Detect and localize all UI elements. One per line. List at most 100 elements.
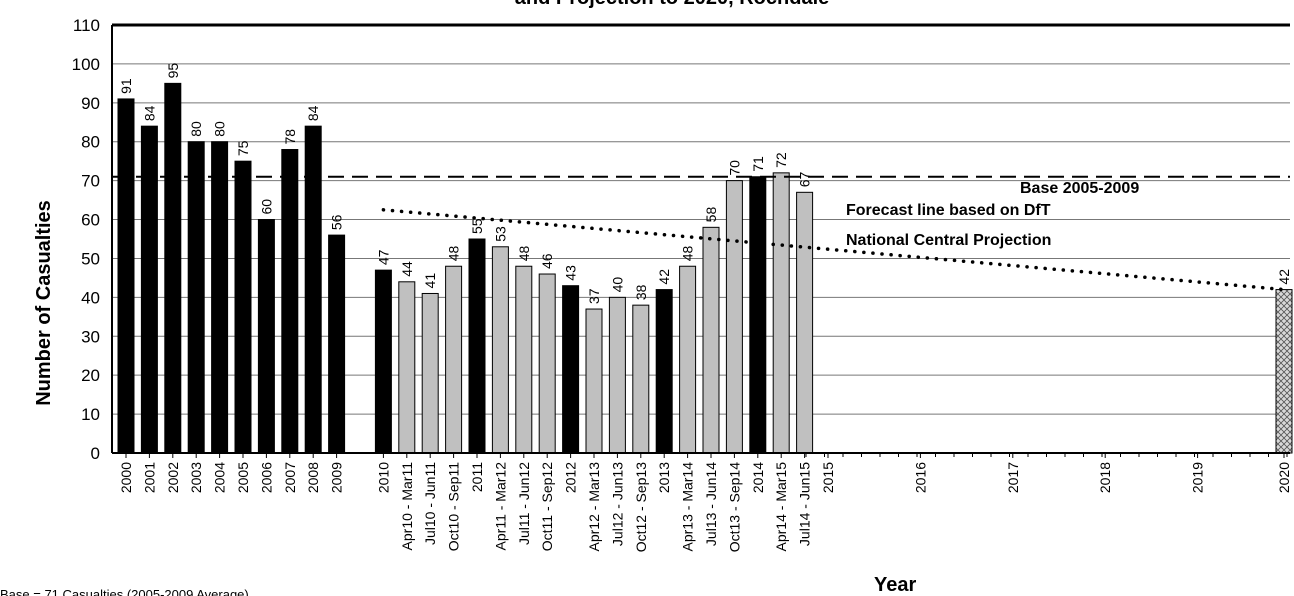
value-label: 40 (609, 277, 625, 293)
category-label: Apr13 - Mar14 (680, 462, 696, 552)
value-label: 53 (492, 226, 508, 242)
category-label: 2010 (375, 462, 391, 493)
category-label: 2019 (1190, 462, 1206, 493)
bar-2013 (655, 289, 673, 454)
category-label: 2013 (656, 462, 672, 493)
bar-jul13-jun14 (702, 226, 720, 454)
bar-jul14-jun15 (796, 191, 814, 454)
category-label: 2008 (305, 462, 321, 493)
value-label: 44 (399, 261, 415, 277)
category-label: Jul12 - Jun13 (609, 462, 625, 546)
category-label: 2020 (1276, 462, 1292, 493)
value-label: 71 (750, 156, 766, 172)
y-axis-title: Number of Casualties (33, 200, 55, 406)
y-tick-label: 50 (81, 249, 100, 268)
y-tick-label: 100 (72, 55, 100, 74)
value-label: 37 (586, 288, 602, 304)
bar-2002 (164, 82, 182, 454)
bar-oct13-sep14 (725, 180, 743, 454)
value-label: 42 (1276, 269, 1292, 285)
value-labels: 91 84 95 80 80 75 60 78 84 56 47 44 41 48 55 53 48 46 43 37… (118, 63, 1292, 304)
value-label: 41 (422, 273, 438, 289)
value-label: 58 (703, 207, 719, 223)
category-label: 2003 (188, 462, 204, 493)
bar-2014 (749, 176, 767, 454)
bar-jul10-jun11 (421, 292, 439, 454)
category-label: Oct13 - Sep14 (726, 462, 742, 552)
value-label: 55 (469, 218, 485, 234)
bar-apr12-mar13 (585, 308, 603, 454)
forecast-label-line2: National Central Projection (846, 232, 1051, 249)
category-label: 2017 (1005, 462, 1021, 493)
y-tick-label: 40 (81, 288, 100, 307)
value-label: 48 (516, 245, 532, 261)
x-axis-title: Year (874, 574, 916, 596)
category-label: Apr10 - Mar11 (399, 462, 415, 551)
bar-jul12-jun13 (608, 296, 626, 454)
bar-2008 (304, 125, 322, 454)
value-label: 67 (797, 172, 813, 188)
plot-frame (111, 23, 1290, 454)
value-label: 95 (165, 63, 181, 79)
bar-2004 (211, 141, 229, 454)
value-label: 60 (258, 199, 274, 215)
category-label: Jul13 - Jun14 (703, 462, 719, 546)
value-label: 48 (680, 245, 696, 261)
bar-apr10-mar11 (398, 281, 416, 454)
forecast-label-line1: Forecast line based on DfT (846, 202, 1051, 219)
bar-2007 (281, 149, 299, 454)
value-label: 78 (282, 129, 298, 145)
value-label: 38 (633, 284, 649, 300)
category-label: Apr14 - Mar15 (773, 462, 789, 552)
category-label: 2004 (212, 462, 228, 493)
bar-2003 (187, 141, 205, 454)
y-tick-label: 70 (81, 172, 100, 191)
y-tick-label: 30 (81, 327, 100, 346)
value-label: 42 (656, 269, 672, 285)
category-label: Jul10 - Jun11 (422, 462, 438, 545)
chart-title: and Projection to 2020, Rochdale (515, 0, 830, 9)
value-label: 70 (726, 160, 742, 176)
category-label: 2002 (165, 462, 181, 493)
value-label: 84 (305, 105, 321, 121)
bar-2006 (257, 219, 275, 454)
category-label: 2018 (1097, 462, 1113, 493)
category-label: 2006 (258, 462, 274, 493)
value-label: 75 (235, 140, 251, 156)
value-label: 84 (141, 105, 157, 121)
bar-2010 (374, 269, 392, 454)
value-label: 56 (329, 214, 345, 230)
bar-2000 (117, 98, 135, 454)
category-label: Jul11 - Jun12 (516, 462, 532, 545)
bars (117, 82, 1293, 454)
category-label: 2015 (820, 462, 836, 493)
value-label: 72 (773, 152, 789, 168)
y-axis-ticks: 0 10 20 30 40 50 60 70 80 90 100 110 (72, 16, 100, 463)
value-label: 43 (563, 265, 579, 281)
bar-oct12-sep13 (632, 304, 650, 454)
value-label: 80 (188, 121, 204, 137)
category-label: Apr11 - Mar12 (492, 462, 508, 551)
value-label: 46 (539, 253, 555, 269)
category-label: 2011 (469, 462, 485, 492)
value-label: 47 (375, 249, 391, 265)
y-tick-label: 90 (81, 94, 100, 113)
category-label: Jul14 - Jun15 (797, 462, 813, 546)
category-label: 2000 (118, 462, 134, 493)
category-label: 2001 (141, 462, 157, 493)
value-label: 91 (118, 78, 134, 94)
category-label: Oct10 - Sep11 (446, 462, 462, 551)
category-label: 2012 (563, 462, 579, 493)
bar-2011 (468, 238, 486, 454)
y-tick-label: 0 (91, 444, 100, 463)
y-tick-label: 10 (81, 405, 100, 424)
bar-oct11-sep12 (538, 273, 556, 454)
x-axis-categories: 2000 2001 2002 2003 2004 2005 2006 2007 2008 2009… (118, 453, 1292, 552)
y-tick-label: 20 (81, 366, 100, 385)
category-label: 2007 (282, 462, 298, 493)
bar-jul11-jun12 (515, 265, 533, 454)
y-tick-label: 60 (81, 211, 100, 230)
bar-apr13-mar14 (679, 265, 697, 454)
base-note: Base = 71 Casualties (2005-2009 Average) (0, 587, 249, 596)
